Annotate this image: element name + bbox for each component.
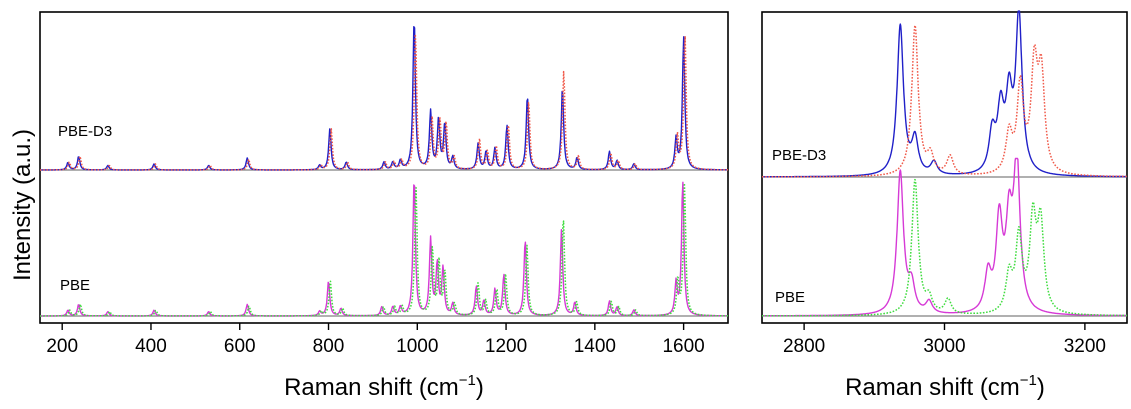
right-panel: 2800 3000 3200 PBE-D3 PBE Raman shift (cm−… bbox=[761, 10, 1128, 401]
series-pbe-d3-solid bbox=[40, 26, 728, 171]
x-tick-label: 3000 bbox=[923, 336, 965, 357]
left-panel-ticks: 200 400 600 800 1000 1200 1400 1600 bbox=[46, 323, 705, 357]
x-tick-label: 800 bbox=[313, 336, 345, 357]
x-tick-label: 1400 bbox=[574, 336, 616, 357]
x-tick-label: 400 bbox=[135, 336, 167, 357]
right-panel-traces bbox=[761, 10, 1128, 317]
series-pbe-dotted bbox=[761, 178, 1128, 317]
left-x-axis-label-exponent: −1 bbox=[459, 372, 476, 389]
x-tick-label: 1600 bbox=[662, 336, 704, 357]
x-tick-label: 1200 bbox=[485, 336, 527, 357]
x-tick-label: 1000 bbox=[396, 336, 438, 357]
left-panel-traces bbox=[40, 26, 728, 317]
right-panel-ticks: 2800 3000 3200 bbox=[783, 323, 1106, 357]
left-panel: 200 400 600 800 1000 1200 1400 1600 PBE-D3 PBE … bbox=[39, 11, 729, 401]
left-x-axis-label: Raman shift (cm−1) bbox=[284, 372, 484, 401]
series-pbe-d3-dotted bbox=[761, 24, 1128, 178]
y-axis-label: Intensity (a.u.) bbox=[9, 129, 36, 281]
series-pbe-d3-dotted bbox=[40, 33, 728, 171]
right-x-axis-label: Raman shift (cm−1) bbox=[845, 372, 1045, 401]
right-trace-label-pbe-d3: PBE-D3 bbox=[772, 147, 826, 164]
left-trace-label-pbe: PBE bbox=[60, 277, 90, 294]
x-tick-label: 600 bbox=[224, 336, 256, 357]
x-tick-label: 200 bbox=[46, 336, 78, 357]
right-panel-frame bbox=[761, 11, 1128, 324]
left-trace-label-pbe-d3: PBE-D3 bbox=[58, 123, 112, 140]
series-pbe-dotted bbox=[40, 182, 728, 317]
right-x-axis-label-exponent: −1 bbox=[1020, 372, 1037, 389]
series-pbe-solid bbox=[761, 157, 1128, 317]
x-tick-label: 3200 bbox=[1064, 336, 1106, 357]
x-tick-label: 2800 bbox=[783, 336, 825, 357]
right-trace-label-pbe: PBE bbox=[775, 289, 805, 306]
left-panel-frame bbox=[39, 11, 729, 324]
series-pbe-solid bbox=[40, 181, 728, 317]
